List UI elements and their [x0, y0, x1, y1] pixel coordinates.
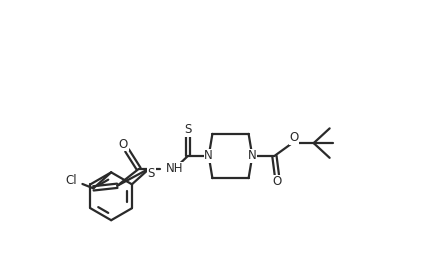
Text: Cl: Cl [65, 174, 77, 187]
Text: O: O [119, 138, 128, 151]
Text: S: S [148, 167, 155, 180]
Text: O: O [289, 131, 298, 144]
Text: N: N [248, 150, 257, 162]
Text: O: O [272, 175, 282, 188]
Text: NH: NH [166, 162, 183, 175]
Text: S: S [184, 123, 192, 136]
Text: N: N [204, 150, 213, 162]
